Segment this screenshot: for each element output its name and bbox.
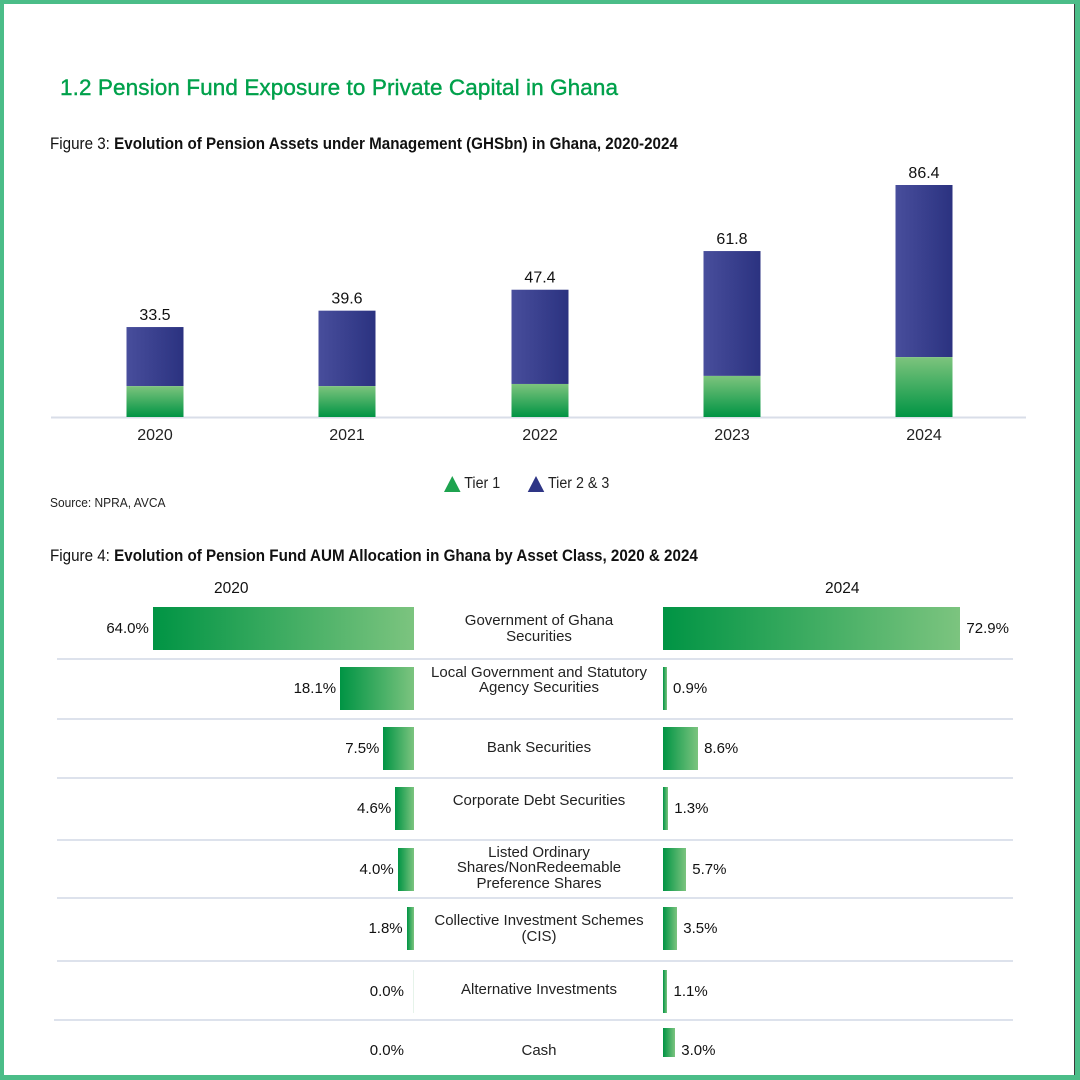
row-divider — [57, 897, 1013, 899]
category-label: Government of Ghana Securities — [464, 612, 614, 645]
value-label-2024: 3.0% — [681, 1042, 716, 1059]
bar-tier1-2021 — [318, 386, 376, 417]
row-divider — [57, 718, 1013, 720]
value-label-2020: 7.5% — [345, 739, 380, 757]
bar-2024 — [663, 1028, 676, 1057]
category-label: Cash — [521, 1042, 557, 1059]
bar-group-2024: 86.4 2024 — [895, 165, 953, 444]
x-tick-2022: 2022 — [522, 427, 558, 444]
figure-4-title: Figure 4: Evolution of Pension Fund AUM … — [50, 547, 698, 566]
figure-4-right-year: 2024 — [825, 580, 860, 597]
legend-label-tier23: Tier 2 & 3 — [548, 475, 610, 492]
bar-group-2021: 39.6 2021 — [318, 291, 376, 444]
value-label-2020: 1.8% — [368, 919, 403, 937]
data-label-2024: 86.4 — [908, 165, 939, 182]
figure-3-title-text: Evolution of Pension Assets under Manage… — [114, 135, 678, 153]
row-divider — [54, 1019, 1013, 1021]
data-label-2023: 61.8 — [716, 231, 747, 248]
value-label-2024: 8.6% — [704, 739, 739, 757]
category-label: Alternative Investments — [461, 980, 617, 998]
section-title: 1.2 Pension Fund Exposure to Private Cap… — [60, 75, 619, 100]
bar-2020 — [395, 787, 414, 830]
bar-tier23-2024 — [895, 185, 953, 358]
row-divider — [57, 839, 1013, 841]
bar-2024 — [663, 848, 687, 891]
bar-tier1-2023 — [703, 375, 761, 417]
figure-4-title-text: Evolution of Pension Fund AUM Allocation… — [114, 547, 698, 565]
category-label: Listed Ordinary Shares/NonRedeemable Pre… — [456, 843, 622, 892]
legend-label-tier1: Tier 1 — [464, 475, 501, 492]
bar-tier23-2020 — [126, 327, 184, 387]
value-label-2020: 0.0% — [369, 982, 404, 1000]
legend-item-tier1: Tier 1 — [444, 475, 500, 493]
value-label-2020: 18.1% — [293, 679, 337, 697]
figure-4-prefix: Figure 4: — [50, 547, 115, 565]
figure-4-left-year: 2020 — [214, 580, 249, 597]
bar-2024 — [663, 667, 667, 710]
legend-item-tier23: Tier 2 & 3 — [527, 475, 610, 493]
row-divider — [57, 777, 1013, 779]
bar-tier1-2022 — [511, 383, 569, 417]
triangle-icon-green — [444, 476, 461, 492]
bar-tier1-2020 — [126, 386, 184, 417]
bar-2020 — [152, 607, 414, 650]
bar-tier23-2022 — [511, 289, 569, 384]
bar-tier23-2021 — [318, 310, 376, 387]
bar-2020 — [383, 727, 414, 770]
category-label: Corporate Debt Securities — [452, 791, 626, 809]
bar-2024 — [663, 970, 668, 1013]
value-label-2024: 3.5% — [683, 919, 718, 937]
bar-2020 — [406, 907, 414, 950]
value-label-2024: 5.7% — [692, 860, 727, 878]
value-label-2020: 4.6% — [357, 799, 392, 817]
bar-tier23-2023 — [703, 251, 761, 376]
triangle-icon-blue — [527, 476, 545, 492]
bar-group-2023: 61.8 2023 — [703, 231, 761, 444]
value-label-2024: 1.3% — [674, 799, 709, 817]
bar-tier1-2024 — [895, 357, 953, 417]
x-tick-2021: 2021 — [329, 427, 365, 444]
figure-3-title: Figure 3: Evolution of Pension Assets un… — [50, 135, 678, 154]
category-label: Local Government and Statutory Agency Se… — [431, 663, 647, 697]
bar-2024 — [663, 727, 699, 770]
bar-2024 — [663, 607, 961, 650]
bar-2020 — [413, 970, 414, 1013]
bar-group-2020: 33.5 2020 — [126, 307, 184, 444]
bar-2024 — [663, 907, 678, 950]
figure-3-prefix: Figure 3: — [50, 135, 115, 153]
x-tick-2024: 2024 — [906, 427, 942, 444]
bar-2020 — [397, 848, 414, 891]
data-label-2020: 33.5 — [139, 307, 170, 324]
value-label-2020: 4.0% — [359, 860, 394, 878]
category-label: Collective Investment Schemes (CIS) — [434, 912, 644, 945]
figure-3-source: Source: NPRA, AVCA — [50, 495, 166, 510]
value-label-2024: 1.1% — [673, 982, 708, 1000]
x-tick-2023: 2023 — [714, 427, 750, 444]
value-label-2020: 0.0% — [369, 1042, 404, 1059]
x-tick-2020: 2020 — [137, 427, 173, 444]
value-label-2024: 0.9% — [673, 679, 708, 697]
bar-group-2022: 47.4 2022 — [511, 270, 569, 444]
row-divider — [57, 960, 1013, 962]
bar-2024 — [663, 787, 669, 830]
row-divider — [57, 658, 1013, 660]
figure-3-legend: Tier 1 Tier 2 & 3 — [444, 475, 609, 493]
category-label: Bank Securities — [486, 738, 592, 756]
data-label-2021: 39.6 — [331, 291, 362, 308]
bar-2020 — [340, 667, 414, 710]
value-label-2020: 64.0% — [106, 619, 149, 637]
value-label-2024: 72.9% — [966, 619, 1009, 637]
figure-3-chart: 33.5 2020 39.6 2021 47.4 2022 61.8 2023 86.4 2024 — [51, 165, 1026, 444]
data-label-2022: 47.4 — [524, 270, 555, 287]
